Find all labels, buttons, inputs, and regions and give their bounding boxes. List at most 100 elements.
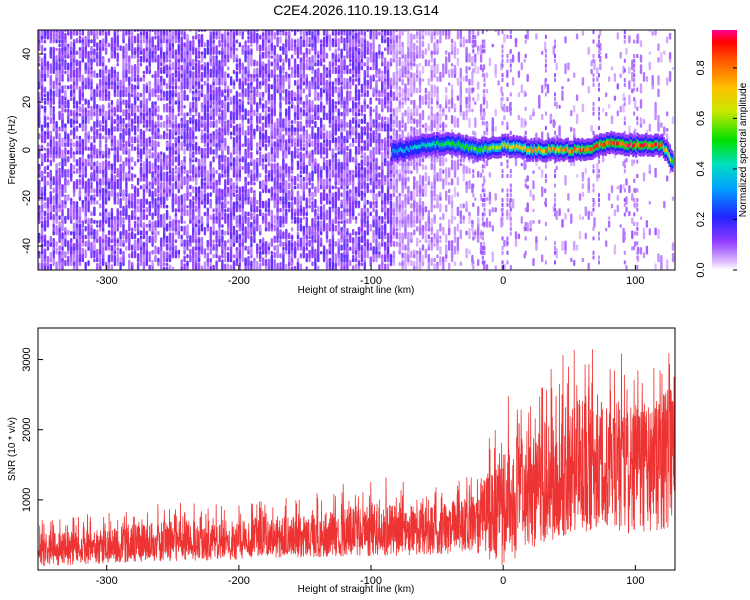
heatmap-noise-cell <box>250 124 253 128</box>
heatmap-noise-cell <box>200 190 204 201</box>
heatmap-noise-cell <box>285 88 288 98</box>
heatmap-noise-cell <box>189 248 192 255</box>
heatmap-noise-cell <box>273 73 276 78</box>
heatmap-noise-cell <box>139 39 143 44</box>
heatmap-noise-cell <box>299 162 303 167</box>
heatmap-noise-cell <box>177 91 180 98</box>
heatmap-noise-cell <box>142 112 146 121</box>
heatmap-noise-cell <box>346 43 349 52</box>
heatmap-noise-cell <box>360 118 364 125</box>
heatmap-noise-cell <box>119 237 122 247</box>
heatmap-noise-cell <box>61 156 64 167</box>
heatmap-noise-cell <box>46 218 50 228</box>
heatmap-noise-cell <box>375 246 378 255</box>
heatmap-noise-cell <box>160 134 163 140</box>
heatmap-noise-cell <box>58 62 61 67</box>
heatmap-noise-cell <box>363 176 366 182</box>
heatmap-noise-cell <box>131 166 134 171</box>
heatmap-noise-cell <box>229 76 233 86</box>
heatmap-noise-cell <box>302 39 305 48</box>
heatmap-noise-cell <box>174 30 178 32</box>
heatmap-noise-cell <box>203 42 207 48</box>
heatmap-noise-cell <box>128 133 131 144</box>
heatmap-noise-cell <box>366 211 369 217</box>
heatmap-noise-cell <box>52 223 55 228</box>
heatmap-noise-cell <box>38 55 41 63</box>
heatmap-noise-cell <box>122 117 125 125</box>
heatmap-noise-cell <box>160 46 163 52</box>
heatmap-noise-cell <box>189 127 192 136</box>
heatmap-noise-cell <box>221 76 224 86</box>
heatmap-noise-cell <box>154 57 157 63</box>
heatmap-noise-cell <box>372 246 375 255</box>
heatmap-noise-cell <box>174 60 178 71</box>
heatmap-noise-cell <box>346 218 349 224</box>
heatmap-noise-cell <box>195 234 198 240</box>
heatmap-noise-cell <box>58 172 61 182</box>
heatmap-noise-cell <box>122 30 125 32</box>
heatmap-noise-cell <box>84 98 87 105</box>
heatmap-noise-cell <box>238 186 241 198</box>
heatmap-noise-cell <box>340 244 343 251</box>
heatmap-noise-cell <box>334 66 337 75</box>
heatmap-noise-cell <box>331 98 335 109</box>
heatmap-noise-cell <box>378 97 381 105</box>
heatmap-noise-cell <box>192 257 195 267</box>
heatmap-noise-cell <box>104 159 108 167</box>
heatmap-noise-cell <box>148 220 151 224</box>
heatmap-noise-cell <box>346 90 349 98</box>
heatmap-noise-cell <box>154 30 157 32</box>
heatmap-noise-cell <box>189 199 192 209</box>
heatmap-noise-cell <box>215 86 218 98</box>
heatmap-noise-cell <box>133 233 137 240</box>
heatmap-noise-cell <box>261 179 265 190</box>
heatmap-noise-cell <box>369 117 372 128</box>
heatmap-noise-cell <box>136 253 140 263</box>
heatmap-noise-cell <box>84 207 87 217</box>
heatmap-noise-cell <box>87 50 90 59</box>
heatmap-noise-cell <box>168 66 172 71</box>
heatmap-noise-cell <box>157 141 160 148</box>
heatmap-noise-cell <box>197 92 201 98</box>
heatmap-noise-cell <box>78 105 82 113</box>
heatmap-noise-cell <box>70 47 73 52</box>
heatmap-noise-cell <box>102 202 105 213</box>
heatmap-noise-cell <box>349 143 352 148</box>
heatmap-noise-cell <box>372 30 375 36</box>
heatmap-noise-cell <box>375 52 378 59</box>
heatmap-noise-cell <box>197 238 201 244</box>
heatmap-noise-cell <box>148 48 151 59</box>
heatmap-noise-cell <box>174 208 178 213</box>
heatmap-noise-cell <box>302 216 305 221</box>
heatmap-noise-cell <box>247 162 250 167</box>
heatmap-noise-cell <box>325 252 329 263</box>
heatmap-noise-cell <box>369 256 372 267</box>
heatmap-noise-cell <box>96 220 99 224</box>
heatmap-noise-cell <box>136 227 140 232</box>
heatmap-noise-cell <box>232 254 236 259</box>
heatmap-noise-cell <box>163 30 166 36</box>
heatmap-noise-cell <box>256 80 259 86</box>
heatmap-noise-cell <box>386 207 390 217</box>
heatmap-noise-cell <box>247 35 250 40</box>
heatmap-noise-cell <box>302 249 305 255</box>
heatmap-noise-cell <box>163 213 166 224</box>
heatmap-noise-cell <box>67 257 70 263</box>
heatmap-noise-cell <box>229 88 233 94</box>
heatmap-noise-cell <box>113 76 116 82</box>
heatmap-noise-cell <box>206 138 209 144</box>
heatmap-noise-cell <box>212 208 215 213</box>
heatmap-noise-cell <box>145 98 148 109</box>
heatmap-noise-cell <box>203 161 207 167</box>
heatmap-noise-cell <box>113 242 116 247</box>
heatmap-noise-cell <box>180 159 183 167</box>
heatmap-noise-cell <box>107 42 111 48</box>
heatmap-noise-cell <box>197 145 201 151</box>
heatmap-noise-cell <box>192 39 195 48</box>
heatmap-noise-cell <box>221 259 224 267</box>
heatmap-noise-cell <box>302 176 305 182</box>
heatmap-noise-cell <box>282 246 285 251</box>
heatmap-noise-cell <box>148 200 151 205</box>
heatmap-noise-cell <box>235 229 239 236</box>
heatmap-noise-cell <box>360 134 364 140</box>
